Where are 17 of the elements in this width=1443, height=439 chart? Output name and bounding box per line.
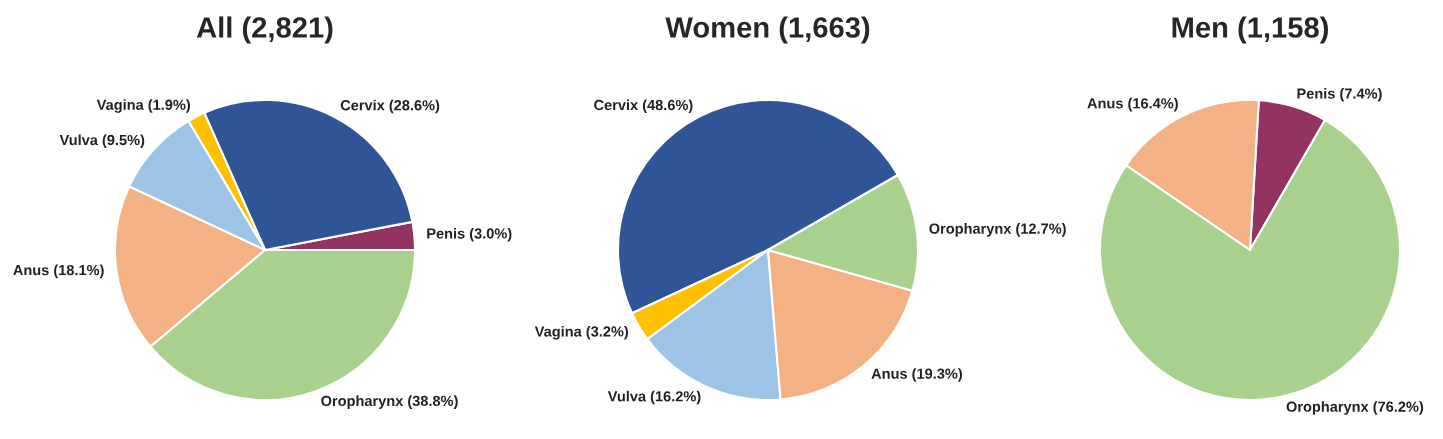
slice-label: Penis (7.4%)	[1297, 88, 1382, 102]
slice-label: Vagina (3.2%)	[534, 325, 629, 340]
slice-label: Anus (16.4%)	[1087, 97, 1178, 112]
slice-label: Anus (19.3%)	[871, 368, 962, 382]
slice-label: Cervix (28.6%)	[340, 99, 440, 114]
slice-label: Oropharynx (38.8%)	[321, 395, 458, 409]
slice-label: Oropharynx (12.7%)	[929, 223, 1066, 237]
slice-label: Vagina (1.9%)	[96, 99, 190, 113]
slice-label: Cervix (48.6%)	[594, 99, 693, 114]
chart-title: All (2,821)	[196, 16, 333, 44]
chart-title: Women (1,663)	[665, 16, 870, 44]
slice-label: Oropharynx (76.2%)	[1286, 401, 1424, 415]
chart-title: Men (1,158)	[1172, 16, 1328, 44]
slice-label: Vulva (16.2%)	[607, 390, 701, 405]
slice-label: Vulva (9.5%)	[59, 134, 145, 149]
slice-label: Penis (3.0%)	[427, 227, 512, 242]
slice-label: Anus (18.1%)	[13, 264, 104, 279]
